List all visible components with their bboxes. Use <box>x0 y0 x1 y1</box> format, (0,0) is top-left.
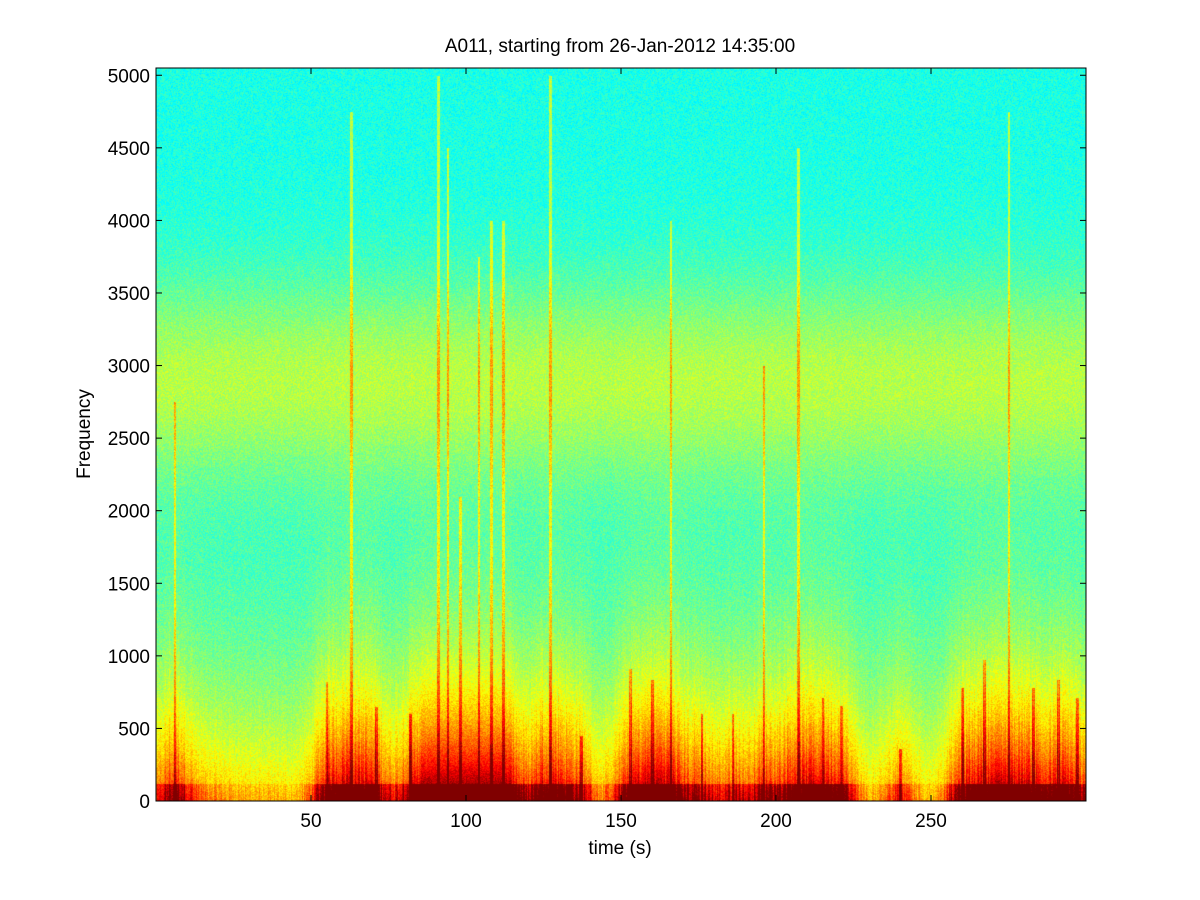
y-axis: 0 500 1000 1500 2000 2500 3000 3500 4000 4500 5000 <box>108 66 1086 813</box>
x-tick-label: 250 <box>915 811 947 832</box>
y-tick-label: 5000 <box>108 66 150 87</box>
x-tick-label: 50 <box>300 811 321 832</box>
y-tick-label: 1000 <box>108 647 150 668</box>
y-axis-label: Frequency <box>74 389 95 479</box>
x-tick-label: 200 <box>760 811 792 832</box>
y-tick-label: 0 <box>139 792 150 813</box>
x-axis: 50 100 150 200 250 <box>300 68 947 832</box>
y-tick-label: 500 <box>118 719 150 740</box>
plot-area <box>155 67 1087 802</box>
x-axis-label: time (s) <box>588 838 651 859</box>
y-tick-label: 2000 <box>108 502 150 523</box>
y-tick-label: 1500 <box>108 574 150 595</box>
chart-title: A011, starting from 26-Jan-2012 14:35:00 <box>445 36 795 57</box>
y-tick-label: 4000 <box>108 211 150 232</box>
y-tick-label: 4500 <box>108 139 150 160</box>
y-tick-label: 2500 <box>108 429 150 450</box>
x-tick-label: 150 <box>605 811 637 832</box>
spectrogram-heatmap <box>156 68 1086 801</box>
x-tick-label: 100 <box>450 811 482 832</box>
y-tick-label: 3500 <box>108 284 150 305</box>
y-tick-label: 3000 <box>108 357 150 378</box>
